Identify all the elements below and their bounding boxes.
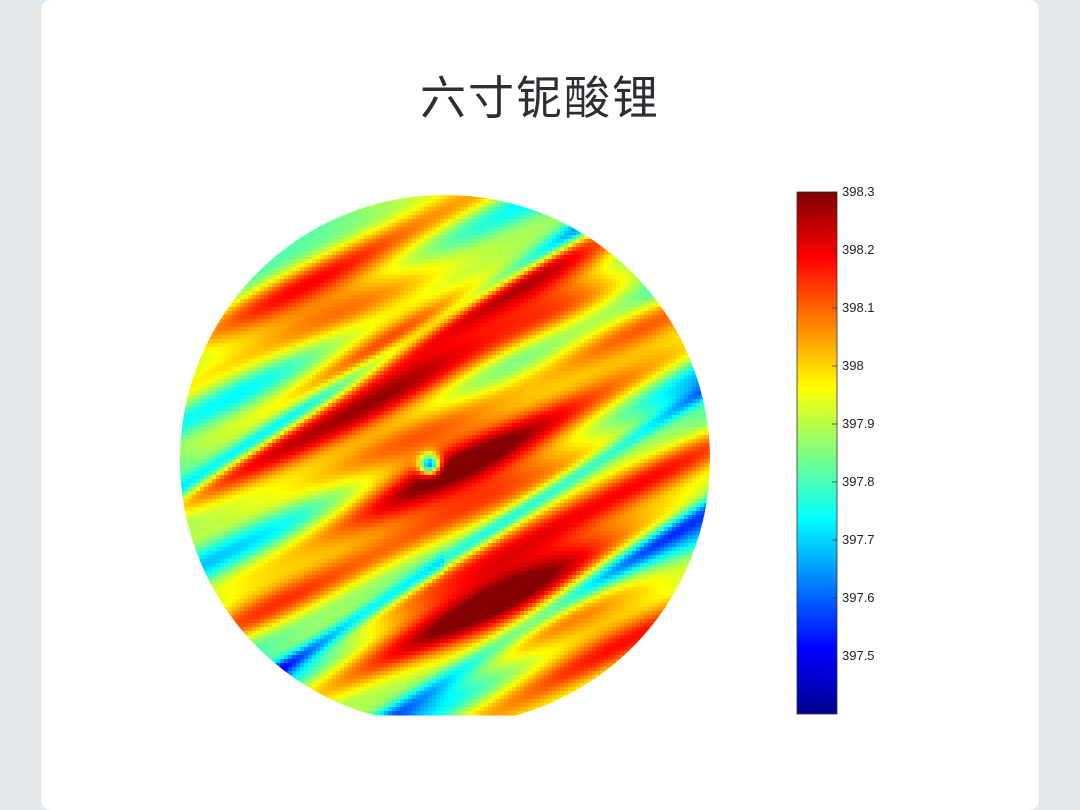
colorbar-tick-label: 397.9: [842, 416, 875, 431]
colorbar-tick-label: 398: [842, 358, 864, 373]
wafer-map: [180, 195, 710, 716]
colorbar-tick-label: 397.5: [842, 648, 875, 663]
colorbar-tick-label: 397.7: [842, 532, 875, 547]
colorbar-ticks: 398.3 398.2 398.1 398 397.9 397.8 397.7 397.6 39…: [832, 184, 875, 663]
colorbar: [796, 191, 838, 715]
chart-title: 六寸铌酸锂: [420, 71, 660, 125]
colorbar-tick-label: 397.6: [842, 590, 875, 605]
colorbar-tick-label: 398.1: [842, 300, 875, 315]
colorbar-tick-label: 397.8: [842, 474, 875, 489]
colorbar-tick-label: 398.3: [842, 184, 875, 199]
colorbar-tick-label: 398.2: [842, 242, 875, 257]
